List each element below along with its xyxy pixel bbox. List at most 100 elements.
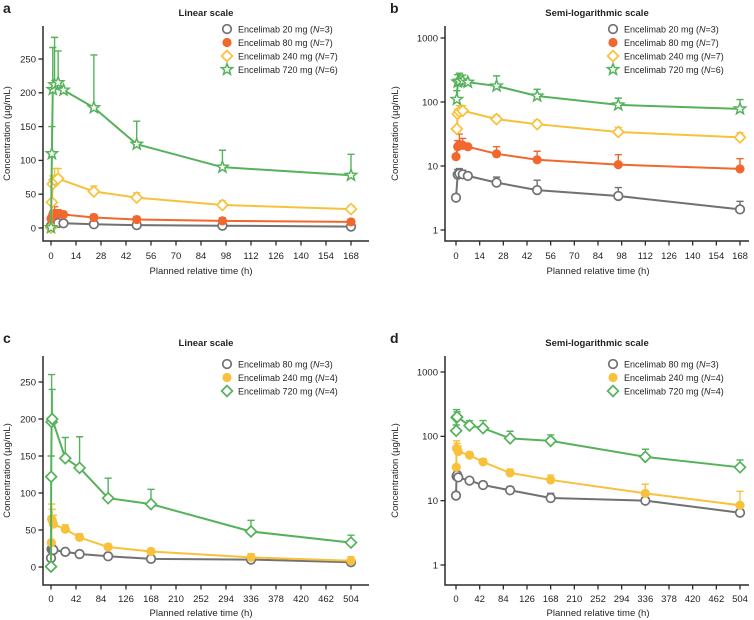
x-tick-label: 210 [566, 594, 582, 605]
x-axis-title: Planned relative time (h) [547, 266, 650, 277]
diamond-open-marker [344, 202, 358, 216]
x-tick-label: 84 [498, 594, 509, 605]
x-tick-label: 168 [343, 251, 359, 262]
legend-label: Encelimab 80 mg (N=7) [238, 38, 333, 48]
x-axis-title: Planned relative time (h) [150, 266, 253, 277]
x-tick-label: 56 [146, 251, 157, 262]
star-open-marker [55, 82, 72, 97]
star-open-marker [86, 99, 102, 115]
x-tick-label: 462 [318, 594, 334, 605]
axes: 1 10 100 1000 0 42 84 126 168 210 252 294 336 378 420 4… [417, 356, 749, 605]
x-tick-label: 84 [96, 594, 107, 605]
diamond-open-marker [44, 560, 58, 574]
x-tick-label: 126 [519, 594, 535, 605]
y-tick-label: 250 [20, 377, 36, 388]
circle-filled-marker [222, 372, 232, 383]
circle-open-marker [734, 204, 746, 215]
circle-filled-marker [222, 37, 232, 48]
star-open-marker [129, 136, 145, 151]
star-open-marker [343, 167, 359, 182]
y-tick-label: 10 [427, 496, 438, 507]
diamond-open-marker [244, 524, 258, 539]
x-tick-label: 168 [543, 594, 559, 605]
circle-filled-marker [146, 546, 156, 557]
y-tick-label: 100 [20, 488, 36, 499]
x-tick-label: 378 [661, 594, 677, 605]
circle-filled-marker [608, 37, 618, 48]
circle-filled-marker [451, 462, 461, 472]
x-axis-title: Planned relative time (h) [547, 608, 650, 619]
diamond-open-marker [220, 384, 234, 398]
x-tick-label: 42 [71, 594, 82, 605]
x-tick-label: 420 [293, 594, 309, 605]
circle-filled-marker [491, 149, 502, 159]
y-tick-label: 1 [433, 225, 438, 236]
circle-open-marker [545, 492, 556, 504]
star-open-marker [610, 96, 626, 112]
circle-filled-marker [217, 216, 228, 226]
diamond-open-marker [476, 421, 490, 435]
circle-filled-marker [103, 542, 113, 552]
diamond-open-marker [344, 535, 358, 550]
legend: Encelimab 80 mg (N=3) Encelimab 240 mg (N… [606, 358, 724, 398]
legend-label: Encelimab 80 mg (N=3) [238, 359, 333, 369]
circle-filled-marker [463, 142, 473, 152]
axes: 1 10 100 1000 0 14 28 42 56 70 84 98 112 126 140 154 168 [417, 26, 749, 262]
star-open-marker [460, 74, 476, 89]
series-encelimab-80-mg-n-3 [450, 469, 746, 518]
x-tick-label: 14 [474, 251, 485, 262]
series-line [455, 415, 741, 469]
y-tick-label: 0 [31, 223, 36, 234]
diamond-open-marker [733, 460, 747, 474]
x-tick-label: 42 [474, 594, 485, 605]
y-tick-label: 100 [20, 156, 36, 167]
x-tick-label: 98 [221, 251, 232, 262]
star-open-marker [605, 61, 621, 76]
circle-filled-marker [735, 500, 745, 510]
y-axis-title: Concentration (µg/mL) [2, 86, 13, 181]
panel-a-chart: 0 50 100 150 200 250 0 14 28 42 56 70 84 98 112 126 140 1… [2, 0, 369, 277]
diamond-open-marker [503, 431, 517, 445]
circle-filled-marker [451, 152, 461, 162]
series-encelimab-720-mg-n-4 [44, 373, 358, 574]
circle-open-marker [221, 358, 233, 370]
panel-c-chart: 0 50 100 150 200 250 0 42 84 126 168 210 252 294 336 37… [2, 330, 369, 619]
x-tick-label: 126 [268, 251, 284, 262]
panel-d-chart: 1 10 100 1000 0 42 84 126 168 210 252 294 336 378 420 4… [390, 330, 749, 619]
series-encelimab-20-mg-n-3 [450, 167, 746, 215]
y-tick-label: 1000 [417, 33, 438, 44]
x-tick-label: 168 [143, 594, 159, 605]
diamond-open-marker [638, 450, 652, 464]
diamond-open-marker [72, 461, 87, 475]
x-tick-label: 28 [498, 251, 509, 262]
diamond-open-marker [101, 491, 115, 505]
y-tick-label: 50 [25, 190, 36, 201]
circle-filled-marker [640, 488, 650, 498]
x-tick-label: 126 [118, 594, 134, 605]
y-tick-label: 100 [422, 97, 438, 108]
panel-title: Linear scale [179, 338, 234, 349]
legend-label: Encelimab 720 mg (N=6) [624, 65, 724, 75]
x-tick-label: 0 [48, 594, 53, 605]
diamond-open-marker [449, 424, 463, 438]
x-tick-label: 294 [614, 594, 630, 605]
circle-filled-marker [505, 468, 515, 478]
x-tick-label: 336 [637, 594, 653, 605]
axis-lines [42, 356, 369, 586]
panel-letter: b [390, 0, 399, 16]
x-tick-label: 84 [593, 251, 604, 262]
y-tick-label: 150 [20, 451, 36, 462]
circle-filled-marker [346, 217, 356, 227]
x-tick-label: 420 [685, 594, 701, 605]
diamond-open-marker [87, 184, 101, 199]
x-tick-label: 126 [661, 251, 677, 262]
circle-open-marker [504, 485, 516, 496]
star-open-marker [529, 88, 545, 103]
series-line [455, 447, 741, 507]
star-open-marker [732, 100, 748, 116]
series-encelimab-720-mg-n-6 [449, 72, 748, 116]
series-encelimab-80-mg-n-7 [451, 133, 745, 174]
x-tick-label: 140 [685, 251, 701, 262]
star-open-marker [50, 74, 66, 90]
